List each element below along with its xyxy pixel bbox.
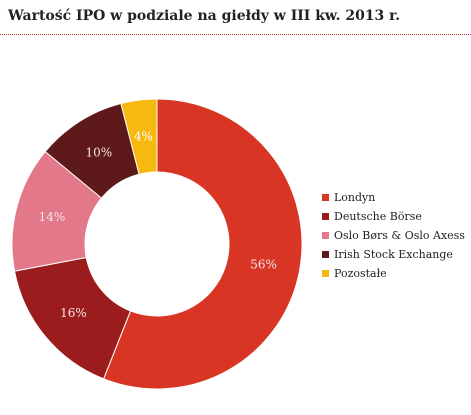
slice-label: 10%: [86, 145, 113, 159]
legend-item: Irish Stock Exchange: [322, 245, 465, 264]
legend-label: Londyn: [334, 191, 376, 204]
legend-label: Irish Stock Exchange: [334, 248, 453, 261]
legend-item: Oslo Børs & Oslo Axess: [322, 226, 465, 245]
legend-swatch: [322, 232, 329, 239]
slice-pozosta-e: [120, 98, 158, 175]
slice-londyn: [102, 98, 303, 390]
slice-label: 4%: [134, 129, 153, 143]
slice-label: 16%: [60, 306, 87, 320]
legend-item: Pozostałe: [322, 264, 465, 283]
legend-label: Pozostałe: [334, 267, 387, 280]
legend-swatch: [322, 213, 329, 220]
chart-title: Wartość IPO w podziale na giełdy w III k…: [8, 8, 401, 24]
legend-swatch: [322, 251, 329, 258]
legend-item: Londyn: [322, 188, 465, 207]
legend-item: Deutsche Börse: [322, 207, 465, 226]
legend-label: Deutsche Börse: [334, 210, 422, 223]
legend-swatch: [322, 270, 329, 277]
chart-legend: Londyn Deutsche Börse Oslo Børs & Oslo Axe…: [322, 188, 465, 283]
slice-label: 56%: [250, 257, 277, 271]
slice-label: 14%: [39, 210, 66, 224]
title-divider: [0, 34, 471, 35]
legend-label: Oslo Børs & Oslo Axess: [334, 229, 465, 242]
legend-swatch: [322, 194, 329, 201]
